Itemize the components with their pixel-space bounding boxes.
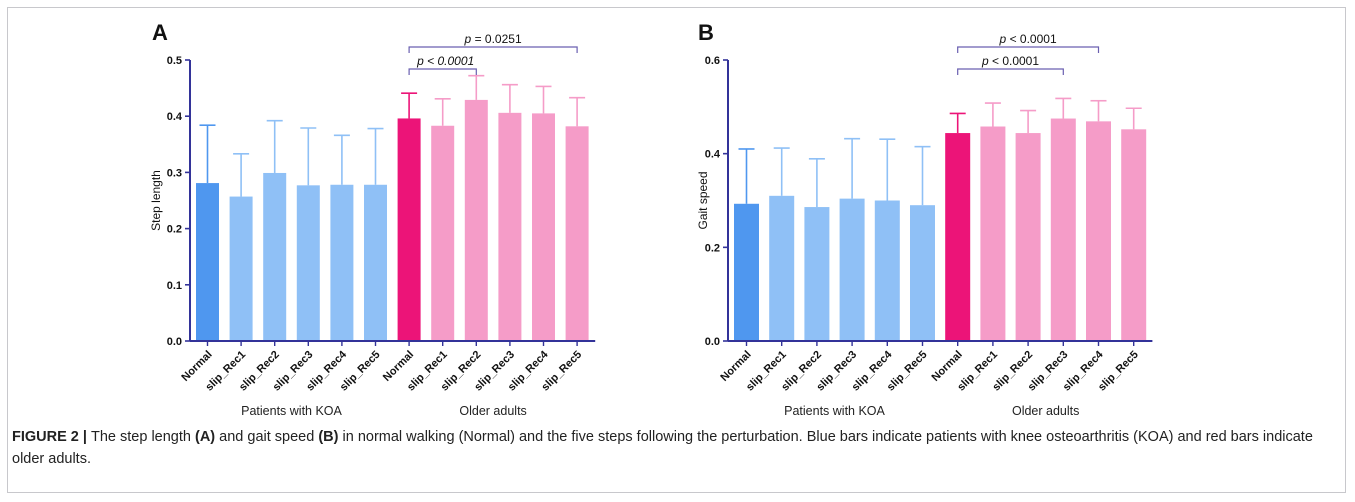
caption-ref-a: (A)	[195, 429, 216, 445]
caption-text-2: and gait speed	[215, 429, 319, 445]
panel-a-bar	[196, 183, 219, 341]
panel-a-y-tick-label: 0.0	[167, 336, 182, 348]
panel-a-y-tick-label: 0.1	[167, 280, 182, 292]
panel-b-significance-label: p < 0.0001	[999, 32, 1057, 46]
panel-a-group-label: Older adults	[459, 404, 526, 418]
panel-b-bar	[839, 198, 865, 341]
panel-b-bar	[804, 207, 830, 341]
panel-a-bar	[464, 99, 488, 341]
panel-a-significance-label: p < 0.0001	[416, 54, 474, 68]
panel-a-bar	[498, 112, 522, 341]
panel-a-significance-bracket	[408, 46, 578, 53]
panel-a-bar	[364, 184, 387, 341]
panel-a-bar	[229, 196, 253, 341]
panel-b-y-tick-label: 0.4	[705, 149, 721, 161]
panel-a-bar	[263, 172, 287, 341]
panel-a-y-axis-label: Step length	[149, 170, 163, 231]
panel-a-group-label: Patients with KOA	[241, 404, 342, 418]
panel-b-x-tick-label: Normal	[718, 349, 753, 384]
panel-b-bar	[980, 126, 1006, 342]
panel-b-significance-label: p < 0.0001	[981, 54, 1039, 68]
caption-text-1: The step length	[91, 429, 195, 445]
panel-b-bar	[910, 205, 935, 341]
panel-b-y-tick-label: 0.6	[705, 55, 720, 67]
panel-a-bar	[532, 113, 555, 341]
panel-b-bar	[769, 195, 795, 341]
panel-b-bar	[874, 200, 900, 341]
panel-b-bar	[1086, 121, 1111, 341]
panel-a-bar	[330, 184, 354, 341]
figure-frame	[7, 7, 1346, 493]
caption-text-3: in normal walking (Normal) and the five …	[12, 429, 1313, 467]
panel-b-x-tick-label: Normal	[930, 349, 965, 384]
panel-a-bar	[565, 126, 589, 341]
panel-a-letter: A	[152, 20, 168, 45]
panel-b-bar	[1121, 129, 1147, 341]
panel-a-bar	[296, 185, 320, 341]
panel-a-bar	[431, 125, 455, 341]
panel-b-bar	[945, 133, 971, 341]
panel-b-group-label: Patients with KOA	[784, 404, 885, 418]
panel-a-significance-bracket	[408, 68, 477, 75]
panel-b-group-label: Older adults	[1012, 404, 1079, 418]
panel-b-y-tick-label: 0.2	[705, 242, 720, 254]
panel-b-y-axis-label: Gait speed	[696, 171, 710, 229]
panel-b-letter: B	[698, 20, 714, 45]
caption-ref-b: (B)	[318, 429, 339, 445]
panel-b-bar	[1050, 118, 1076, 342]
panel-b-y-tick-label: 0.0	[705, 336, 720, 348]
panel-b-significance-bracket	[957, 68, 1064, 75]
figure-caption: FIGURE 2 | The step length (A) and gait …	[12, 426, 1332, 470]
caption-lead: FIGURE 2 |	[12, 429, 91, 445]
panel-a-y-tick-label: 0.2	[167, 224, 182, 236]
panel-a-significance-label: p = 0.0251	[464, 32, 522, 46]
panel-b-bar	[734, 203, 759, 341]
panel-a-y-tick-label: 0.5	[167, 55, 182, 67]
panel-b-significance-bracket	[957, 46, 1100, 53]
panel-a-y-tick-label: 0.3	[167, 167, 182, 179]
panel-b-bar	[1015, 133, 1041, 341]
panel-a-bar	[397, 118, 421, 341]
panel-a-y-tick-label: 0.4	[167, 111, 183, 123]
